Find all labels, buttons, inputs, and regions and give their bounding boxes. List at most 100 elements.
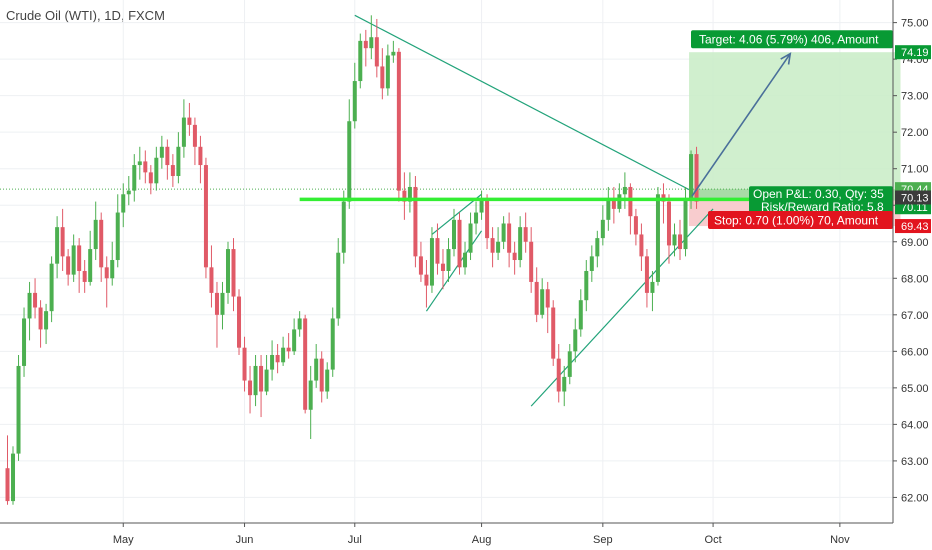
candle[interactable] (341, 190, 346, 264)
candle[interactable] (407, 172, 412, 213)
candle[interactable] (490, 227, 495, 268)
candle[interactable] (253, 354, 258, 407)
candle[interactable] (248, 365, 253, 414)
candle[interactable] (363, 29, 368, 67)
candle[interactable] (479, 190, 484, 220)
candle[interactable] (44, 303, 49, 345)
candle[interactable] (121, 183, 126, 228)
candle[interactable] (578, 289, 583, 337)
candle[interactable] (11, 446, 16, 505)
candle[interactable] (259, 354, 264, 418)
candle[interactable] (485, 194, 490, 250)
candle[interactable] (622, 172, 627, 209)
ascending-trendline[interactable] (530, 208, 714, 407)
candle[interactable] (198, 135, 203, 184)
candle[interactable] (220, 281, 225, 330)
candle[interactable] (391, 40, 396, 63)
candle[interactable] (424, 260, 429, 308)
candle[interactable] (303, 314, 308, 414)
candle[interactable] (457, 212, 462, 275)
candle[interactable] (501, 216, 506, 250)
candle[interactable] (297, 311, 302, 337)
candle[interactable] (314, 344, 319, 388)
candle[interactable] (237, 289, 242, 355)
candle[interactable] (82, 260, 87, 293)
candle[interactable] (319, 351, 324, 403)
candle[interactable] (27, 281, 32, 341)
candle[interactable] (496, 227, 501, 261)
candle[interactable] (264, 354, 269, 396)
candle[interactable] (413, 176, 418, 268)
candle[interactable] (418, 241, 423, 282)
stop-label[interactable]: Stop: 0.70 (1.00%) 70, Amount (708, 211, 893, 230)
candle[interactable] (402, 172, 407, 220)
candle[interactable] (281, 336, 286, 366)
candle[interactable] (49, 256, 54, 323)
candle[interactable] (71, 234, 76, 282)
candle[interactable] (33, 278, 38, 319)
candle[interactable] (628, 183, 633, 235)
candle[interactable] (275, 344, 280, 374)
target-label[interactable]: Target: 4.06 (5.79%) 406, Amount (691, 30, 893, 49)
candle[interactable] (567, 344, 572, 385)
candle[interactable] (308, 365, 313, 439)
candle[interactable] (88, 230, 93, 286)
candle[interactable] (556, 344, 561, 403)
candle[interactable] (203, 157, 208, 279)
candle[interactable] (192, 117, 197, 166)
candle[interactable] (99, 212, 104, 282)
candle[interactable] (518, 216, 523, 268)
candle[interactable] (644, 249, 649, 308)
candle[interactable] (474, 201, 479, 235)
candle[interactable] (22, 307, 27, 377)
candle[interactable] (170, 154, 175, 187)
candle[interactable] (385, 44, 390, 96)
candle[interactable] (650, 270, 655, 312)
candle[interactable] (115, 194, 120, 268)
candle[interactable] (336, 238, 341, 326)
candle[interactable] (611, 186, 616, 224)
candle[interactable] (507, 212, 512, 268)
candle[interactable] (5, 435, 10, 505)
candle[interactable] (16, 354, 21, 461)
candle[interactable] (545, 281, 550, 334)
candle[interactable] (374, 18, 379, 78)
candle[interactable] (589, 245, 594, 282)
candle[interactable] (369, 15, 374, 60)
candle[interactable] (678, 219, 683, 261)
candle[interactable] (573, 318, 578, 363)
candle[interactable] (595, 230, 600, 268)
candle[interactable] (137, 146, 142, 180)
candle[interactable] (429, 227, 434, 293)
candle[interactable] (55, 216, 60, 279)
candle[interactable] (584, 260, 589, 312)
candle[interactable] (330, 307, 335, 377)
candle[interactable] (231, 238, 236, 312)
candle[interactable] (683, 186, 688, 257)
candle[interactable] (396, 48, 401, 202)
candle[interactable] (380, 48, 385, 100)
candle[interactable] (672, 223, 677, 257)
candle[interactable] (38, 300, 43, 348)
candle[interactable] (209, 245, 214, 308)
candle[interactable] (143, 150, 148, 184)
candle[interactable] (463, 241, 468, 275)
candle[interactable] (606, 186, 611, 231)
candle[interactable] (666, 194, 671, 264)
candle[interactable] (551, 300, 556, 366)
candle[interactable] (132, 154, 137, 202)
candle[interactable] (187, 102, 192, 136)
candle[interactable] (534, 267, 539, 323)
candle[interactable] (165, 139, 170, 180)
candle[interactable] (435, 223, 440, 275)
candle[interactable] (181, 99, 186, 158)
candle[interactable] (93, 201, 98, 261)
candle[interactable] (446, 238, 451, 282)
candle[interactable] (639, 223, 644, 271)
candle[interactable] (655, 186, 660, 286)
candle[interactable] (292, 318, 297, 355)
candle[interactable] (562, 365, 567, 407)
candle[interactable] (600, 205, 605, 246)
candle[interactable] (347, 99, 352, 209)
candle[interactable] (126, 176, 131, 206)
